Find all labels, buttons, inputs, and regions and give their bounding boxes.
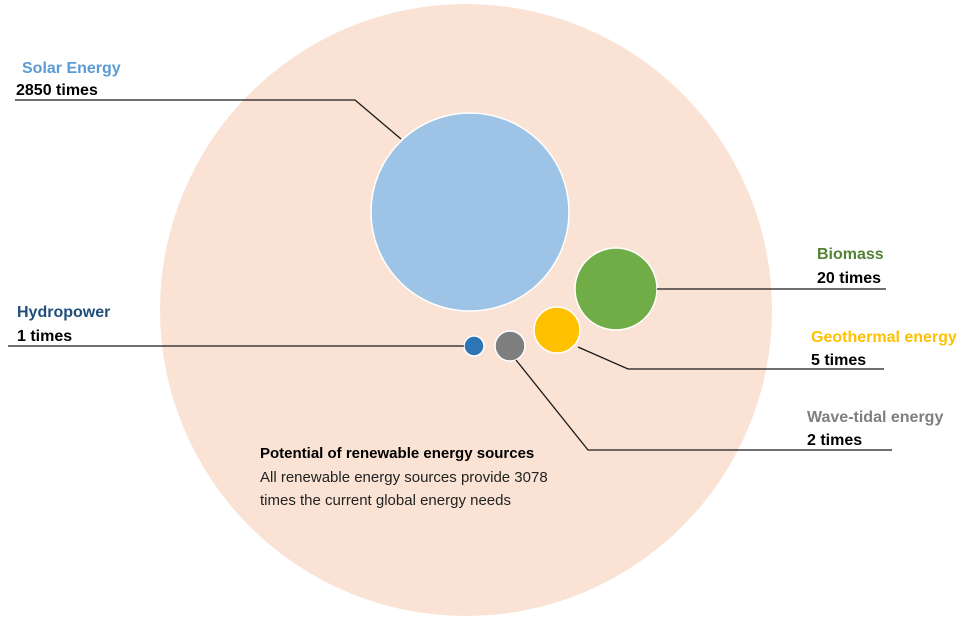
hydropower-label: Hydropower — [17, 304, 110, 321]
wave-tidal-leader-line — [515, 359, 892, 451]
biomass-bubble — [574, 247, 658, 331]
biomass-label: Biomass — [817, 246, 884, 263]
biomass-value: 20 times — [817, 270, 881, 287]
wave-tidal-energy-label: Wave-tidal energy — [807, 409, 943, 426]
summary-line-2: times the current global energy needs — [260, 492, 511, 509]
wave-tidal-energy-bubble — [494, 330, 526, 362]
solar-energy-value: 2850 times — [16, 82, 98, 99]
wave-tidal-energy-value: 2 times — [807, 432, 862, 449]
solar-energy-bubble — [370, 112, 570, 312]
hydropower-bubble — [463, 335, 485, 357]
geothermal-energy-label: Geothermal energy — [811, 329, 957, 346]
geothermal-leader-line — [577, 346, 884, 370]
summary-title: Potential of renewable energy sources — [260, 445, 534, 462]
solar-energy-label: Solar Energy — [22, 60, 121, 77]
summary-line-1: All renewable energy sources provide 307… — [260, 469, 548, 486]
geothermal-energy-value: 5 times — [811, 352, 866, 369]
hydropower-value: 1 times — [17, 328, 72, 345]
solar-leader-line — [15, 99, 402, 140]
geothermal-energy-bubble — [533, 306, 581, 354]
